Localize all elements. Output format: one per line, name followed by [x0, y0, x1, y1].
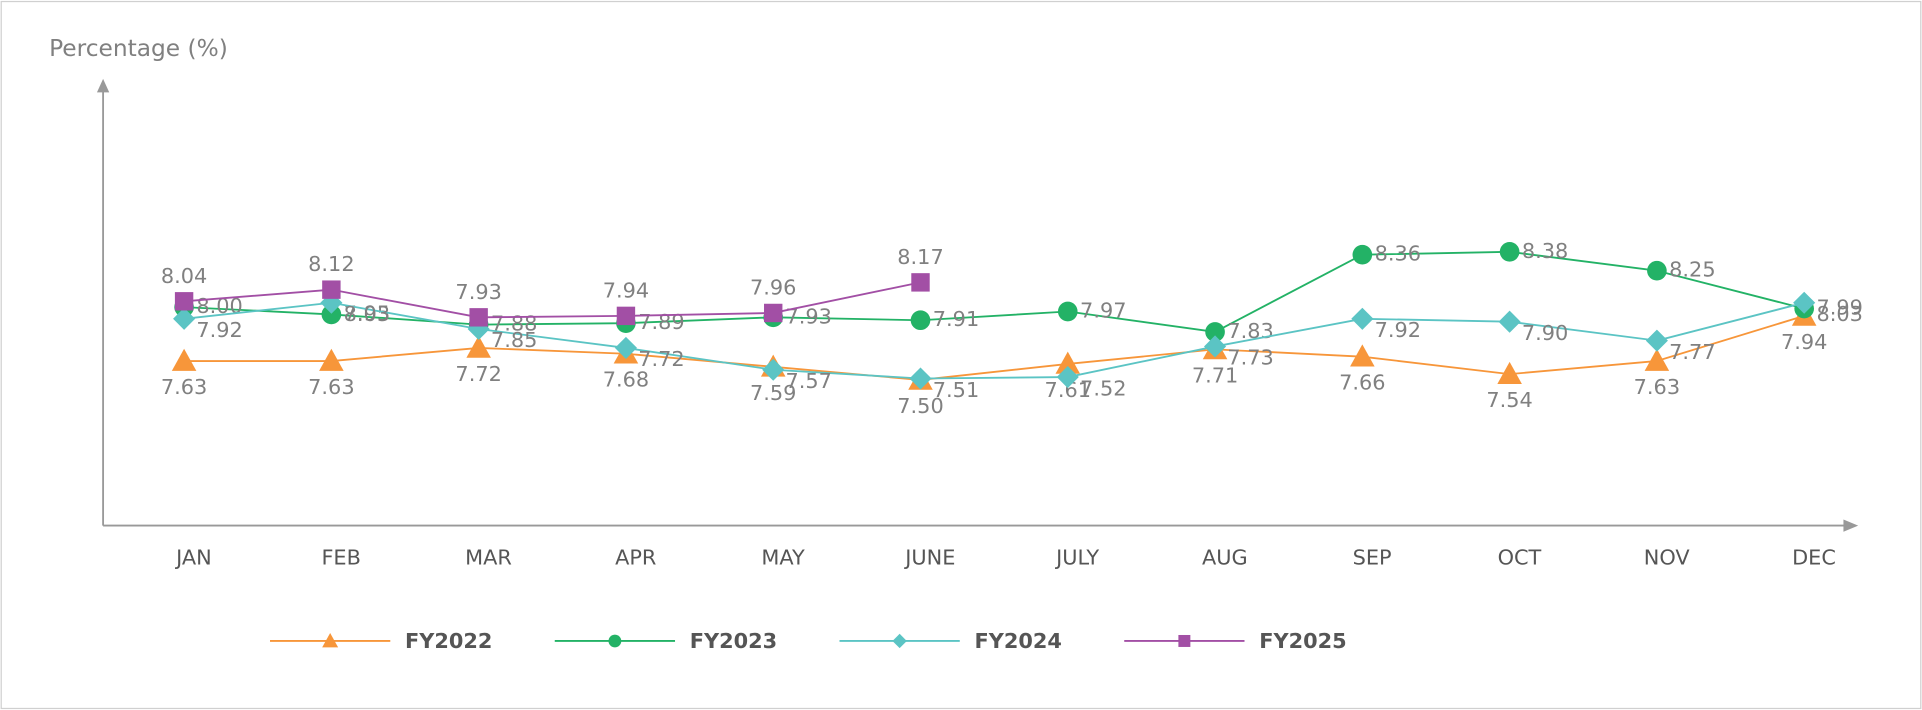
- marker: [1644, 348, 1670, 371]
- data-label: 7.52: [1080, 376, 1126, 400]
- line: [184, 250, 1805, 333]
- legend-label: FY2024: [975, 629, 1062, 653]
- legend-label: FY2022: [405, 629, 492, 653]
- x-tick-label: JAN: [174, 546, 212, 570]
- data-label: 8.12: [308, 252, 354, 276]
- data-label: 7.72: [638, 347, 684, 371]
- data-label: 8.36: [1375, 242, 1421, 266]
- x-tick-label: MAY: [761, 546, 805, 570]
- legend-marker: [1178, 634, 1191, 647]
- data-label: 7.71: [1192, 363, 1238, 387]
- marker: [1055, 351, 1081, 374]
- data-label: 7.99: [1816, 296, 1862, 320]
- legend-label: FY2023: [690, 629, 777, 653]
- data-label: 7.92: [1375, 318, 1421, 342]
- data-label: 7.96: [750, 275, 796, 299]
- marker: [466, 335, 491, 358]
- data-label: 7.93: [785, 304, 831, 328]
- data-label: 7.77: [1669, 340, 1715, 364]
- data-label: 8.38: [1522, 239, 1568, 263]
- data-label: 7.51: [933, 378, 979, 402]
- x-tick-label: SEP: [1353, 546, 1392, 570]
- x-axis-arrow: [1843, 519, 1859, 532]
- data-label: 7.63: [1634, 375, 1680, 399]
- marker: [614, 336, 637, 359]
- data-label: 7.63: [308, 375, 354, 399]
- marker: [1647, 260, 1667, 281]
- marker: [321, 304, 342, 325]
- x-tick-label: NOV: [1644, 546, 1691, 570]
- y-axis-arrow: [96, 78, 110, 93]
- data-label: 7.97: [1080, 299, 1126, 323]
- marker: [1499, 241, 1520, 262]
- data-label: 8.25: [1669, 258, 1715, 282]
- x-tick-label: APR: [615, 546, 656, 570]
- marker: [1351, 307, 1374, 330]
- x-tick-label: JUNE: [903, 546, 955, 570]
- data-label: 7.57: [785, 369, 831, 393]
- data-label: 7.59: [750, 381, 796, 405]
- data-label: 8.17: [897, 245, 943, 269]
- x-tick-label: FEB: [321, 546, 360, 570]
- line: [184, 314, 1805, 381]
- marker: [1057, 301, 1078, 322]
- x-tick-label: AUG: [1202, 546, 1248, 570]
- data-label: 7.93: [455, 280, 501, 304]
- marker: [1350, 344, 1375, 367]
- marker: [1793, 291, 1816, 314]
- marker: [616, 306, 636, 326]
- data-label: 7.63: [161, 375, 207, 399]
- data-label: 7.66: [1339, 371, 1385, 395]
- marker: [1205, 322, 1225, 342]
- marker: [171, 348, 197, 371]
- marker: [1056, 365, 1079, 389]
- x-tick-label: MAR: [465, 546, 512, 570]
- line: [184, 301, 1805, 380]
- data-label: 7.72: [455, 362, 501, 386]
- x-tick-label: JULY: [1054, 546, 1099, 570]
- data-label: 7.50: [897, 394, 943, 418]
- data-label: 7.54: [1486, 388, 1532, 412]
- data-label: 7.73: [1227, 346, 1273, 370]
- x-tick-label: OCT: [1498, 546, 1542, 570]
- marker: [764, 303, 783, 323]
- marker: [911, 273, 930, 292]
- marker: [174, 292, 194, 311]
- data-label: 7.68: [603, 368, 649, 392]
- line: [184, 281, 921, 319]
- marker: [910, 310, 931, 331]
- legend-marker: [322, 632, 339, 648]
- marker: [469, 308, 488, 327]
- data-label: 7.91: [933, 307, 979, 331]
- legend-marker: [892, 633, 907, 649]
- y-axis-title: Percentage (%): [49, 35, 228, 62]
- marker: [909, 367, 932, 390]
- data-label: 7.92: [196, 318, 242, 342]
- data-label: 7.94: [603, 278, 649, 302]
- x-tick-label: DEC: [1792, 546, 1836, 570]
- data-label: 8.03: [344, 302, 390, 326]
- data-label: 7.94: [1781, 330, 1827, 354]
- marker: [1352, 244, 1373, 265]
- data-label: 7.89: [638, 310, 684, 334]
- data-label: 8.03: [1816, 302, 1862, 326]
- legend-marker: [608, 634, 622, 648]
- data-label: 7.85: [491, 328, 537, 352]
- data-label: 8.04: [161, 264, 207, 288]
- marker: [322, 280, 341, 299]
- marker: [1497, 361, 1522, 384]
- marker: [1498, 310, 1521, 333]
- marker: [1645, 329, 1668, 352]
- marker: [762, 358, 785, 381]
- marker: [319, 348, 344, 371]
- data-label: 7.90: [1522, 321, 1568, 345]
- legend-label: FY2025: [1259, 629, 1346, 653]
